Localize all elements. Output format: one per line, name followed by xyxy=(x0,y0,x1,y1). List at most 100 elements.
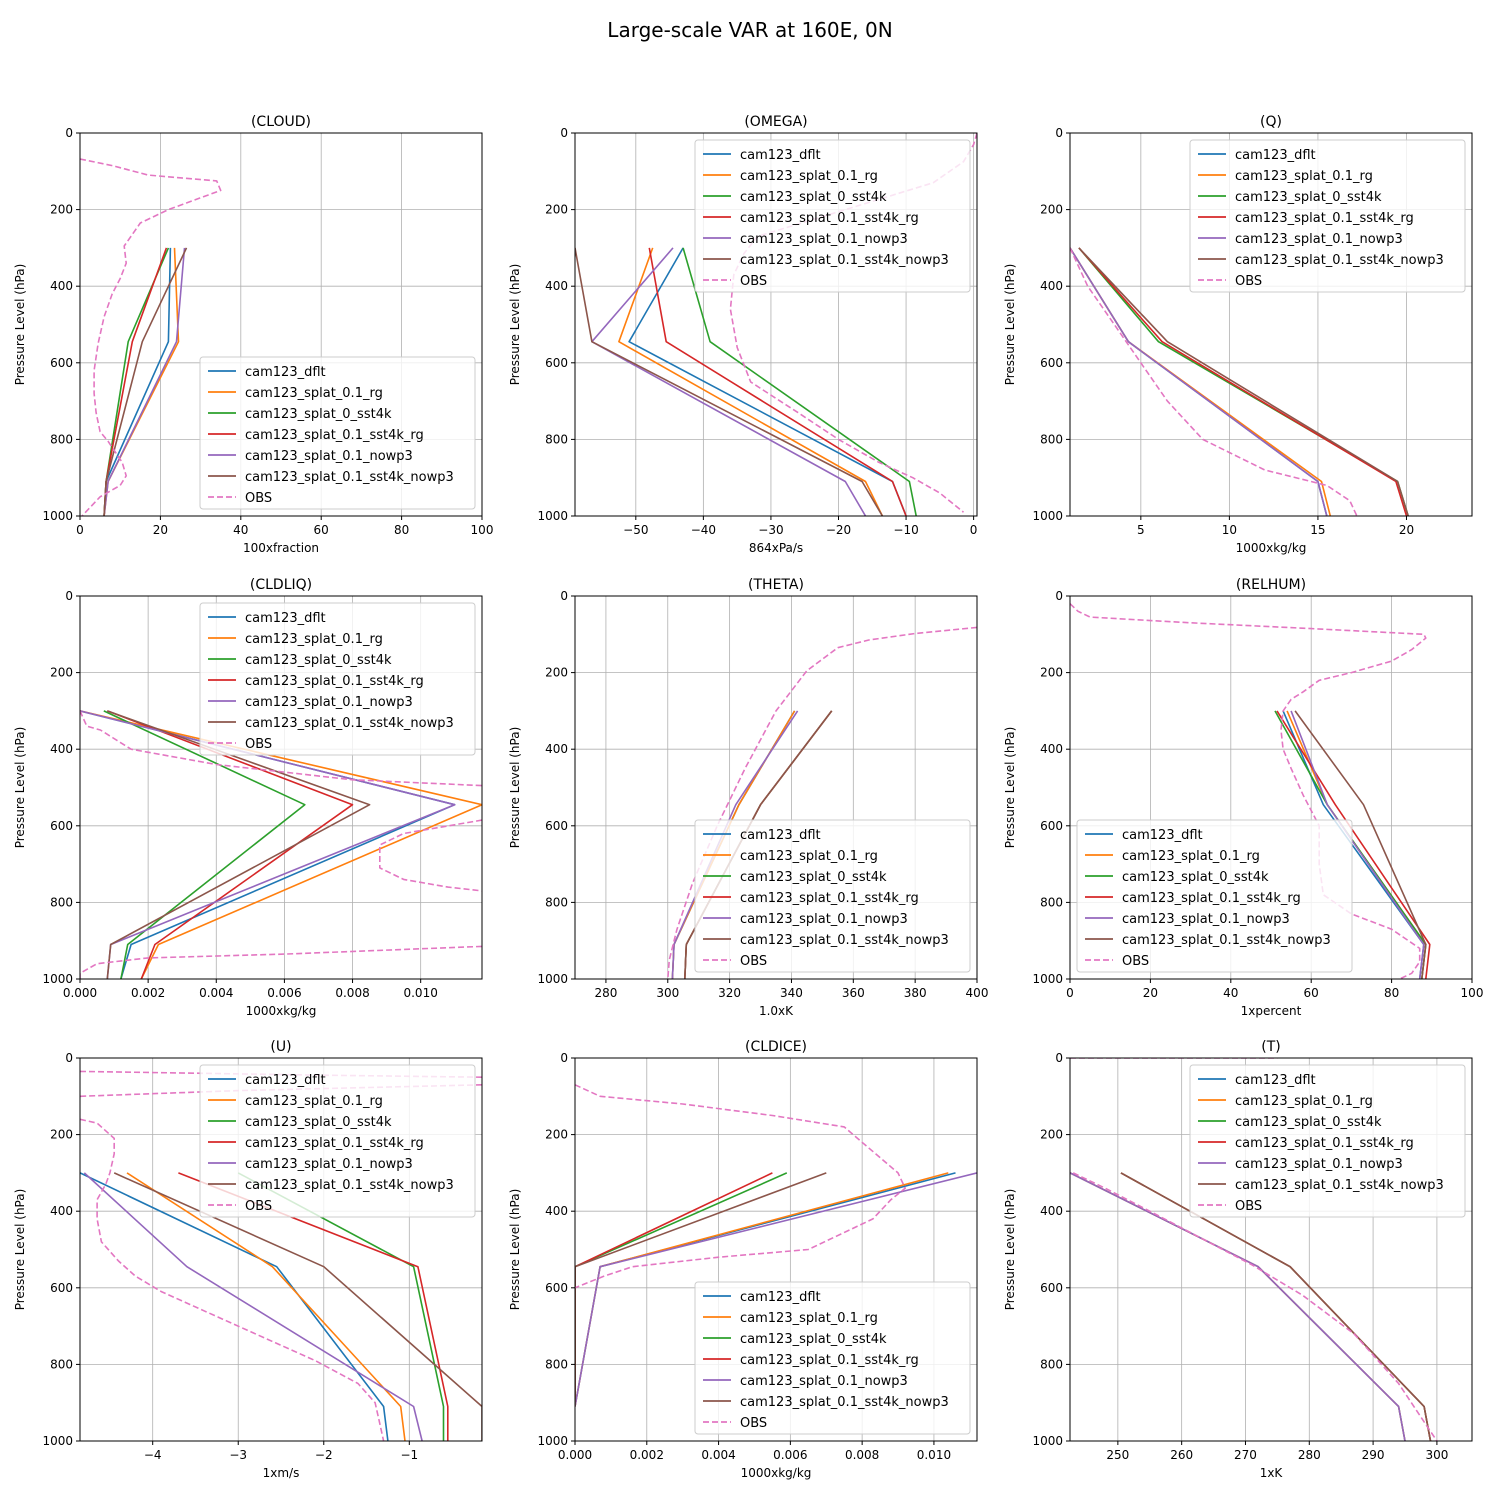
legend-label: cam123_splat_0.1_sst4k_nowp3 xyxy=(1122,933,1331,948)
y-tick-label: 800 xyxy=(50,1357,73,1371)
legend-label: cam123_splat_0.1_sst4k_rg xyxy=(245,1136,424,1151)
panel-t: 250 260 270 280 290 300 0 200 400 600 800 1000 (T) 1x… xyxy=(1003,1039,1473,1480)
y-tick-label: 400 xyxy=(1040,1204,1063,1218)
legend: cam123_dflt cam123_splat_0.1_rg cam123_spl… xyxy=(199,1064,476,1218)
legend-label: OBS xyxy=(740,274,767,289)
series-line-cam123_splat_0.1_sst4k_rg xyxy=(1276,710,1431,979)
legend-label: cam123_splat_0.1_sst4k_rg xyxy=(245,428,424,443)
x-tick-label: 0.006 xyxy=(773,1448,807,1462)
x-tick-label: 0.004 xyxy=(701,1448,735,1462)
x-tick-label: −30 xyxy=(758,523,783,537)
series-line-cam123_splat_0.1_rg xyxy=(618,247,884,516)
legend-label: OBS xyxy=(1235,1199,1262,1214)
y-tick-label: 400 xyxy=(50,1204,73,1218)
x-tick-label: 40 xyxy=(1223,986,1238,1000)
legend-box xyxy=(1189,1064,1466,1218)
legend-label: cam123_dflt xyxy=(1235,1073,1316,1088)
x-tick-label: −10 xyxy=(893,523,918,537)
y-tick-label: 600 xyxy=(50,819,73,833)
series-line-cam123_splat_0.1_sst4k_rg xyxy=(107,710,354,979)
y-tick-label: 800 xyxy=(50,432,73,446)
axes-frame xyxy=(79,1057,483,1442)
x-tick-label: 380 xyxy=(904,986,927,1000)
x-tick-label: 0.010 xyxy=(403,986,437,1000)
legend-label: cam123_splat_0.1_sst4k_rg xyxy=(245,674,424,689)
legend-label: cam123_splat_0.1_nowp3 xyxy=(245,1157,413,1172)
x-tick-label: 340 xyxy=(780,986,803,1000)
legend-label: cam123_splat_0.1_nowp3 xyxy=(245,695,413,710)
x-axis-label: 1xm/s xyxy=(263,1466,300,1480)
x-tick-label: 40 xyxy=(233,523,248,537)
y-tick-label: 600 xyxy=(545,819,568,833)
x-axis-label: 1000xkg/kg xyxy=(741,1466,812,1480)
panel-title: (Q) xyxy=(1260,114,1282,130)
x-tick-label: −2 xyxy=(315,1448,333,1462)
legend-label: cam123_splat_0.1_nowp3 xyxy=(740,1374,908,1389)
y-tick-label: 1000 xyxy=(1032,972,1063,986)
legend-label: cam123_splat_0.1_sst4k_nowp3 xyxy=(1235,1178,1444,1193)
x-tick-label: 0 xyxy=(1066,986,1074,1000)
series-line-cam123_splat_0.1_nowp3 xyxy=(575,1172,977,1407)
legend: cam123_dflt cam123_splat_0.1_rg cam123_spl… xyxy=(694,819,971,973)
legend-label: cam123_dflt xyxy=(245,611,326,626)
x-tick-label: 250 xyxy=(1106,1448,1129,1462)
axes-frame xyxy=(1069,1057,1473,1442)
x-tick-label: 0 xyxy=(970,523,978,537)
legend-label: cam123_splat_0.1_rg xyxy=(740,849,878,864)
y-tick-label: 400 xyxy=(1040,279,1063,293)
y-tick-label: 400 xyxy=(50,742,73,756)
axes-frame xyxy=(1069,132,1473,517)
y-tick-label: 400 xyxy=(545,1204,568,1218)
legend: cam123_dflt cam123_splat_0.1_rg cam123_spl… xyxy=(1076,819,1353,973)
x-tick-label: 0.004 xyxy=(199,986,233,1000)
y-axis-label: Pressure Level (hPa) xyxy=(1003,727,1017,849)
legend-box xyxy=(199,1064,476,1218)
legend-label: cam123_splat_0.1_sst4k_nowp3 xyxy=(245,470,454,485)
y-tick-label: 1000 xyxy=(537,509,568,523)
legend-label: OBS xyxy=(245,491,272,506)
y-tick-label: 1000 xyxy=(42,509,73,523)
y-tick-label: 0 xyxy=(65,126,73,140)
y-axis-label: Pressure Level (hPa) xyxy=(13,727,27,849)
series-line-cam123_splat_0.1_sst4k_rg xyxy=(575,1172,773,1407)
legend-label: OBS xyxy=(740,954,767,969)
x-tick-label: 20 xyxy=(153,523,168,537)
legend: cam123_dflt cam123_splat_0.1_rg cam123_spl… xyxy=(694,1281,971,1435)
y-tick-label: 1000 xyxy=(42,972,73,986)
legend-label: cam123_splat_0.1_nowp3 xyxy=(1122,912,1290,927)
legend-label: cam123_dflt xyxy=(740,828,821,843)
y-tick-label: 600 xyxy=(545,356,568,370)
x-tick-label: −50 xyxy=(623,523,648,537)
legend-label: cam123_splat_0.1_nowp3 xyxy=(740,232,908,247)
x-tick-label: 0.010 xyxy=(917,1448,951,1462)
x-tick-label: 100 xyxy=(471,523,494,537)
panel-cldliq: 0.000 0.002 0.004 0.006 0.008 0.010 0 200 400 600… xyxy=(13,577,483,1018)
legend-label: cam123_splat_0.1_sst4k_nowp3 xyxy=(245,716,454,731)
y-tick-label: 0 xyxy=(1055,589,1063,603)
legend-label: cam123_splat_0.1_sst4k_rg xyxy=(740,891,919,906)
series-line-cam123_splat_0.1_nowp3 xyxy=(1290,710,1425,979)
series-group xyxy=(1070,247,1409,516)
panels: 0 20 40 60 80 10002004006008001000(CLOUD)100x… xyxy=(13,114,1483,1480)
y-axis-label: Pressure Level (hPa) xyxy=(508,264,522,386)
legend-label: cam123_splat_0_sst4k xyxy=(1122,870,1269,885)
x-tick-label: 260 xyxy=(1170,1448,1193,1462)
y-tick-label: 200 xyxy=(545,203,568,217)
series-line-cam123_splat_0_sst4k xyxy=(237,1172,445,1441)
y-axis-label: Pressure Level (hPa) xyxy=(13,1189,27,1311)
legend: cam123_dflt cam123_splat_0.1_rg cam123_spl… xyxy=(199,356,476,510)
series-line-cam123_splat_0_sst4k xyxy=(103,710,306,979)
x-tick-label: −40 xyxy=(691,523,716,537)
series-line-cam123_splat_0.1_sst4k_rg xyxy=(1078,247,1408,516)
panel-title: (RELHUM) xyxy=(1236,577,1306,593)
panel-title: (CLOUD) xyxy=(251,114,311,130)
series-line-OBS xyxy=(378,819,482,892)
legend-label: cam123_splat_0.1_sst4k_rg xyxy=(740,211,919,226)
x-tick-label: 5 xyxy=(1137,523,1145,537)
x-tick-label: 20 xyxy=(1399,523,1414,537)
series-group xyxy=(80,158,222,516)
legend-box xyxy=(694,1281,971,1435)
x-tick-label: 100 xyxy=(1461,986,1484,1000)
x-tick-label: −4 xyxy=(144,1448,162,1462)
